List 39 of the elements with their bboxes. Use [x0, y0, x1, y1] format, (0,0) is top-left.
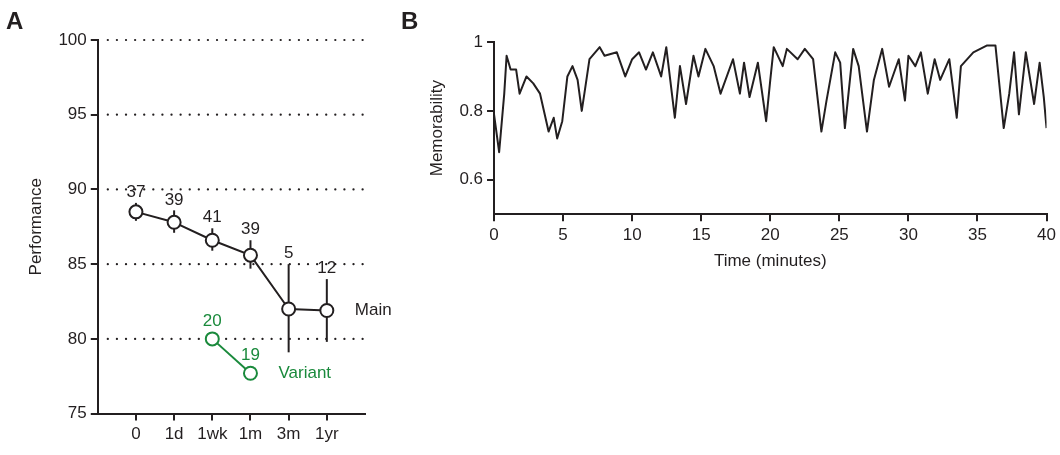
x-tick-label: 35 — [968, 225, 987, 245]
x-tick-label: 3m — [276, 424, 301, 444]
x-tick-label: 1d — [164, 424, 184, 444]
x-axis-title: Time (minutes) — [713, 251, 827, 271]
x-tick-label: 30 — [898, 225, 918, 245]
x-tick-label: 25 — [829, 225, 849, 245]
annotation: 5 — [283, 243, 294, 263]
x-tick-label: 0 — [489, 225, 499, 245]
chart-title: B — [401, 6, 419, 34]
y-axis-title: Memorability — [426, 79, 446, 177]
y-tick-label: 80 — [67, 328, 87, 348]
x-tick-label: 1yr — [315, 424, 339, 444]
annotation: 19 — [241, 345, 260, 365]
y-tick-label: 100 — [58, 29, 87, 49]
series-label: Variant — [278, 362, 332, 382]
x-tick-label: 10 — [622, 225, 642, 245]
series-label: Main — [354, 300, 392, 320]
annotation: 20 — [202, 311, 222, 331]
annotation: 39 — [164, 189, 184, 209]
annotation: 37 — [126, 182, 146, 202]
y-tick-label: 0.6 — [459, 169, 484, 189]
x-tick-label: 20 — [760, 225, 780, 245]
annotation: 39 — [241, 219, 260, 239]
x-tick-label: 15 — [691, 225, 711, 245]
x-tick-label: 5 — [558, 225, 568, 245]
annotation: 41 — [202, 207, 222, 227]
y-tick-label: 0.8 — [459, 100, 484, 120]
chart-title: A — [6, 6, 24, 34]
y-tick-label: 90 — [67, 179, 87, 199]
y-axis-title: Performance — [25, 178, 45, 276]
x-tick-label: 1wk — [197, 424, 228, 444]
y-tick-label: 1 — [473, 31, 484, 51]
x-tick-label: 0 — [131, 424, 141, 444]
y-tick-label: 85 — [67, 253, 87, 273]
y-tick-label: 95 — [67, 104, 87, 124]
y-tick-label: 75 — [67, 403, 87, 423]
x-tick-label: 1m — [238, 424, 263, 444]
annotation: 12 — [317, 258, 337, 278]
x-tick-label: 40 — [1037, 225, 1057, 245]
